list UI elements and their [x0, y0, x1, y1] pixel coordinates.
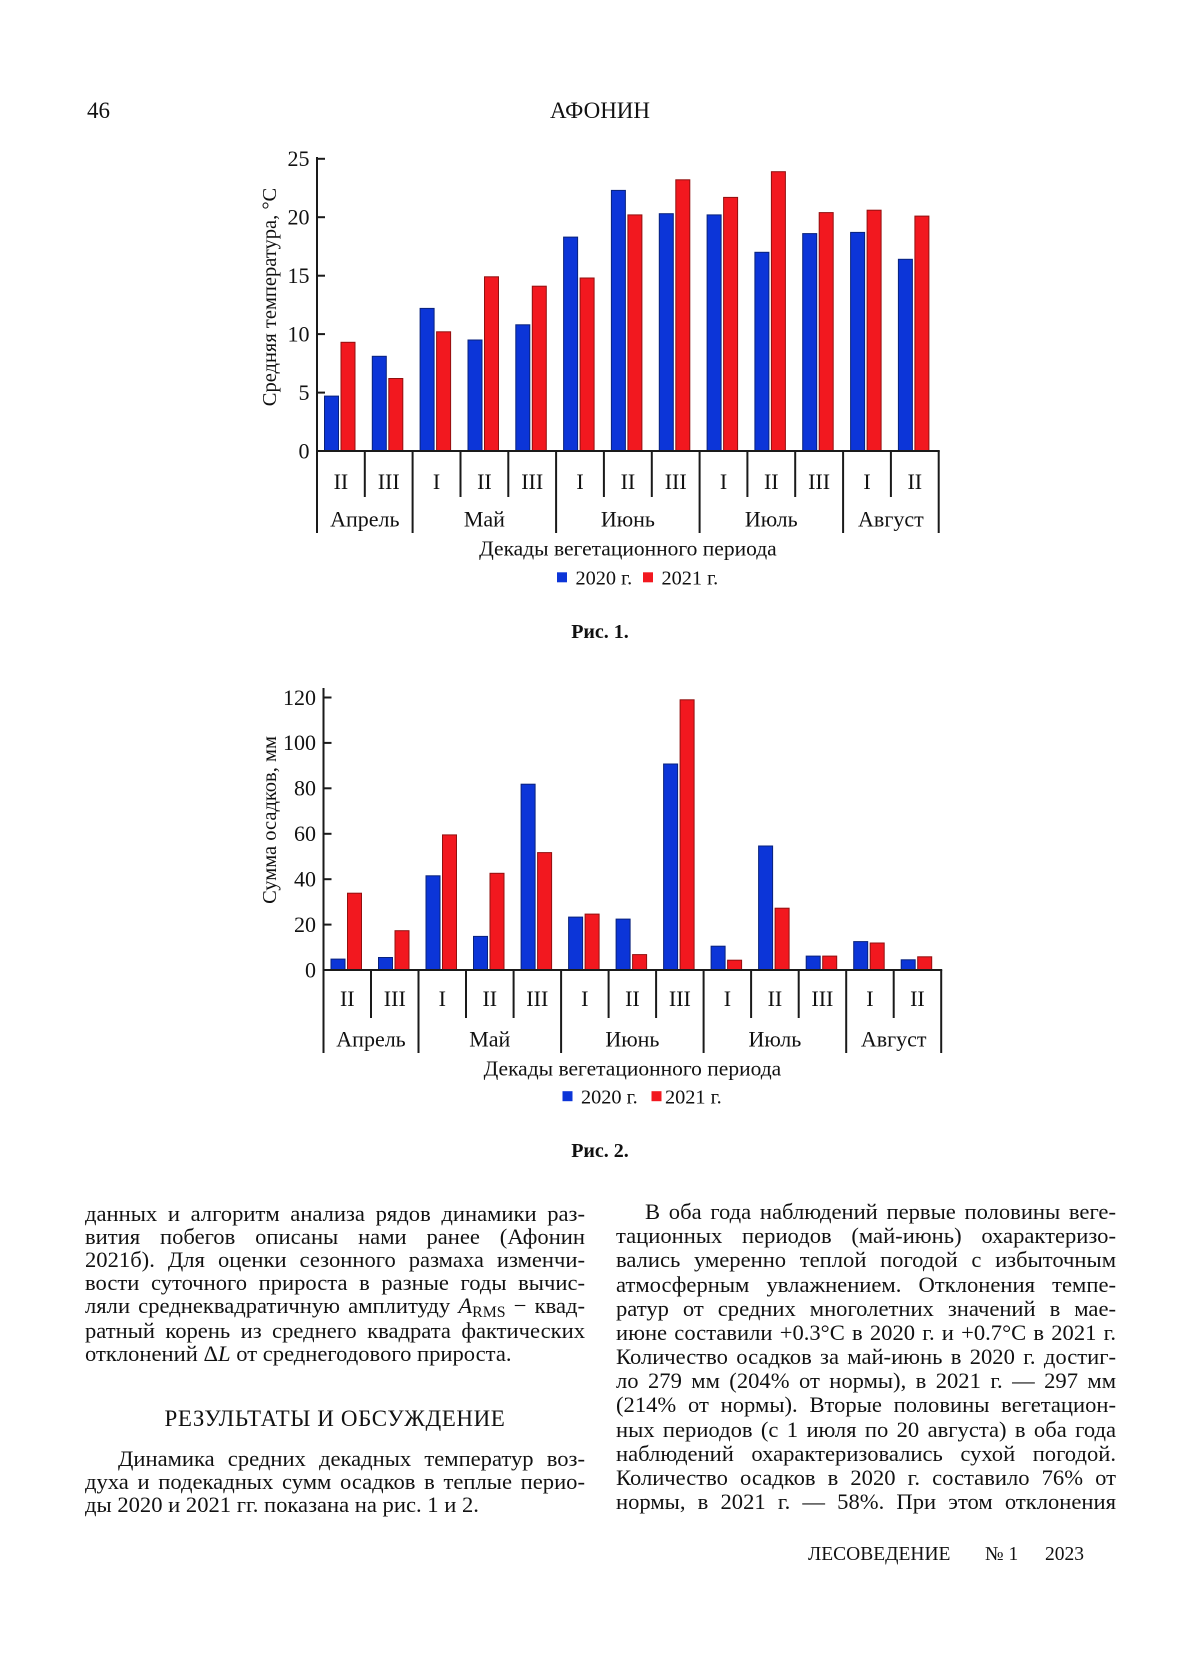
svg-text:II: II [907, 469, 922, 494]
svg-text:2021 г.: 2021 г. [665, 1087, 722, 1109]
svg-text:III: III [665, 469, 687, 494]
svg-text:III: III [808, 469, 830, 494]
svg-text:15: 15 [288, 263, 310, 288]
svg-text:III: III [811, 986, 833, 1011]
svg-text:II: II [621, 469, 636, 494]
svg-text:II: II [764, 469, 779, 494]
svg-text:II: II [334, 469, 349, 494]
svg-text:III: III [669, 986, 691, 1011]
svg-text:100: 100 [283, 730, 316, 755]
svg-text:10: 10 [288, 321, 310, 346]
svg-text:Декады вегетационного периода: Декады вегетационного периода [479, 537, 777, 561]
svg-text:Июнь: Июнь [605, 1027, 659, 1052]
svg-text:I: I [439, 986, 446, 1011]
svg-text:III: III [384, 986, 406, 1011]
svg-text:II: II [910, 986, 925, 1011]
svg-text:III: III [378, 469, 400, 494]
svg-text:III: III [526, 986, 548, 1011]
svg-text:120: 120 [283, 685, 316, 710]
svg-text:I: I [863, 469, 870, 494]
svg-text:Август: Август [861, 1027, 927, 1052]
svg-text:Средняя температура, °С: Средняя температура, °С [259, 188, 281, 406]
svg-text:80: 80 [294, 776, 316, 801]
svg-text:II: II [482, 986, 497, 1011]
svg-text:0: 0 [299, 438, 310, 463]
svg-text:60: 60 [294, 821, 316, 846]
svg-text:I: I [576, 469, 583, 494]
svg-text:40: 40 [294, 867, 316, 892]
svg-text:Май: Май [464, 507, 505, 532]
svg-text:Май: Май [469, 1027, 510, 1052]
svg-text:I: I [724, 986, 731, 1011]
svg-text:II: II [477, 469, 492, 494]
svg-text:Декады вегетационного периода: Декады вегетационного периода [484, 1057, 782, 1081]
svg-text:II: II [625, 986, 640, 1011]
svg-text:5: 5 [299, 380, 310, 405]
svg-text:Сумма осадков, мм: Сумма осадков, мм [259, 736, 281, 904]
svg-text:20: 20 [294, 912, 316, 937]
svg-text:II: II [768, 986, 783, 1011]
svg-text:Июль: Июль [749, 1027, 802, 1052]
svg-text:III: III [521, 469, 543, 494]
svg-text:2020 г.: 2020 г. [581, 1087, 638, 1109]
svg-text:2021 г.: 2021 г. [662, 568, 719, 590]
svg-text:2020 г.: 2020 г. [576, 568, 633, 590]
svg-text:Апрель: Апрель [336, 1027, 405, 1052]
svg-text:I: I [866, 986, 873, 1011]
svg-text:25: 25 [288, 146, 310, 171]
svg-text:I: I [581, 986, 588, 1011]
svg-text:Апрель: Апрель [330, 507, 399, 532]
svg-text:I: I [433, 469, 440, 494]
svg-text:Июнь: Июнь [601, 507, 655, 532]
svg-text:I: I [720, 469, 727, 494]
svg-text:0: 0 [305, 957, 316, 982]
svg-text:Август: Август [858, 507, 924, 532]
svg-text:20: 20 [288, 205, 310, 230]
svg-text:Июль: Июль [745, 507, 798, 532]
svg-text:II: II [340, 986, 355, 1011]
